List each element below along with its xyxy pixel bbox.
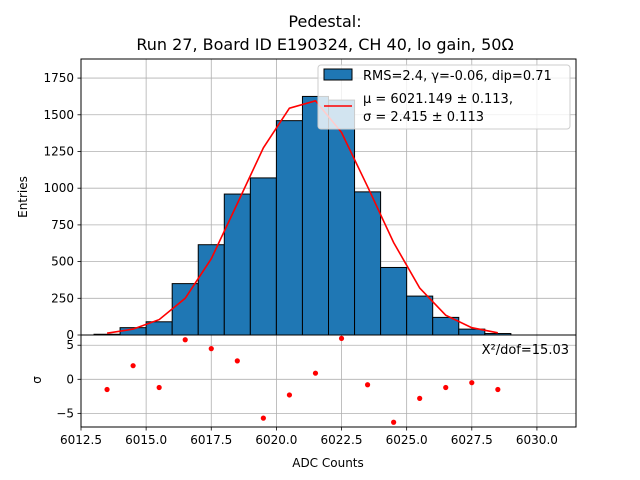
legend-histogram-swatch	[323, 68, 353, 81]
legend-fit-label-mu: μ = 6021.149 ± 0.113,	[363, 92, 513, 107]
x-axis-label: ADC Counts	[292, 456, 364, 470]
histogram-y-ticks: 0 250 500 750 1000 1250 1500 1750	[43, 71, 81, 342]
residuals-y-tick-label: 5	[66, 338, 74, 352]
residual-point	[234, 358, 240, 364]
histogram-bar	[249, 177, 277, 336]
residual-point	[417, 395, 423, 401]
x-tick-label: 6017.5	[190, 433, 232, 447]
residuals-y-axis-label: σ	[30, 376, 44, 384]
legend-histogram-label: RMS=2.4, γ=-0.06, dip=0.71	[363, 69, 552, 84]
x-tick-label: 6020.0	[255, 433, 297, 447]
residual-point	[104, 386, 110, 393]
histogram-bar	[171, 283, 199, 336]
residual-points	[104, 335, 501, 425]
residual-point	[469, 380, 475, 386]
x-tick-label: 6030.0	[516, 433, 558, 447]
residuals-y-tick-label: −5	[56, 406, 74, 420]
residual-point	[182, 337, 188, 343]
x-tick-label: 6025.0	[386, 433, 428, 447]
x-tick-label: 6012.5	[60, 433, 102, 447]
residual-point	[208, 346, 214, 352]
residuals-y-ticks: −5 0 5	[56, 338, 81, 420]
legend-fit-label-sigma: σ = 2.415 ± 0.113	[363, 110, 484, 125]
residual-point	[338, 335, 345, 342]
residual-point	[443, 384, 449, 391]
histogram-y-tick-label: 0	[66, 328, 74, 342]
chart-title: Pedestal:	[288, 12, 361, 31]
chart-subtitle: Run 27, Board ID E190324, CH 40, lo gain…	[136, 35, 513, 54]
histogram-y-tick-label: 250	[51, 291, 74, 305]
histogram-bar	[301, 95, 329, 336]
histogram-panel: 0 250 500 750 1000 1250 1500 1750 Entries RMS=2…	[16, 58, 577, 342]
residuals-axes-frame	[80, 334, 577, 428]
residual-point	[286, 392, 293, 398]
x-tick-label: 6027.5	[451, 433, 493, 447]
residuals-panel: −5 0 5 6012.5 6015.0 6017.5 6020.0 6022.5 6025.…	[30, 334, 577, 470]
histogram-y-tick-label: 1500	[43, 108, 74, 122]
x-tick-label: 6015.0	[125, 433, 167, 447]
histogram-bar	[328, 99, 356, 336]
residual-point	[391, 419, 397, 425]
histogram-bar	[223, 193, 251, 336]
histogram-bar	[354, 191, 382, 336]
residual-point	[495, 386, 501, 393]
gaussian-fit-line	[106, 99, 498, 334]
histogram-y-tick-label: 1750	[43, 71, 74, 85]
histogram-bar	[406, 295, 434, 336]
residual-point	[156, 384, 162, 391]
histogram-y-tick-label: 1250	[43, 144, 74, 158]
legend: RMS=2.4, γ=-0.06, dip=0.71 μ = 6021.149 …	[317, 64, 571, 130]
residuals-x-ticks: 6012.5 6015.0 6017.5 6020.0 6022.5 6025.0 6027…	[60, 427, 558, 447]
residual-point	[364, 382, 371, 388]
legend-box	[317, 64, 571, 130]
histogram-bar	[275, 120, 303, 336]
histogram-y-tick-label: 1000	[43, 181, 74, 195]
residual-point	[312, 370, 319, 376]
x-tick-label: 6022.5	[321, 433, 363, 447]
residual-point	[260, 415, 266, 421]
histogram-y-tick-label: 750	[51, 218, 74, 232]
histogram-y-axis-label: Entries	[16, 176, 30, 218]
residuals-y-tick-label: 0	[66, 372, 74, 386]
residual-point	[130, 363, 136, 369]
histogram-bar	[380, 266, 408, 336]
histogram-y-tick-label: 500	[51, 255, 74, 269]
chi2-annotation: Χ²/dof=15.03	[482, 343, 569, 358]
